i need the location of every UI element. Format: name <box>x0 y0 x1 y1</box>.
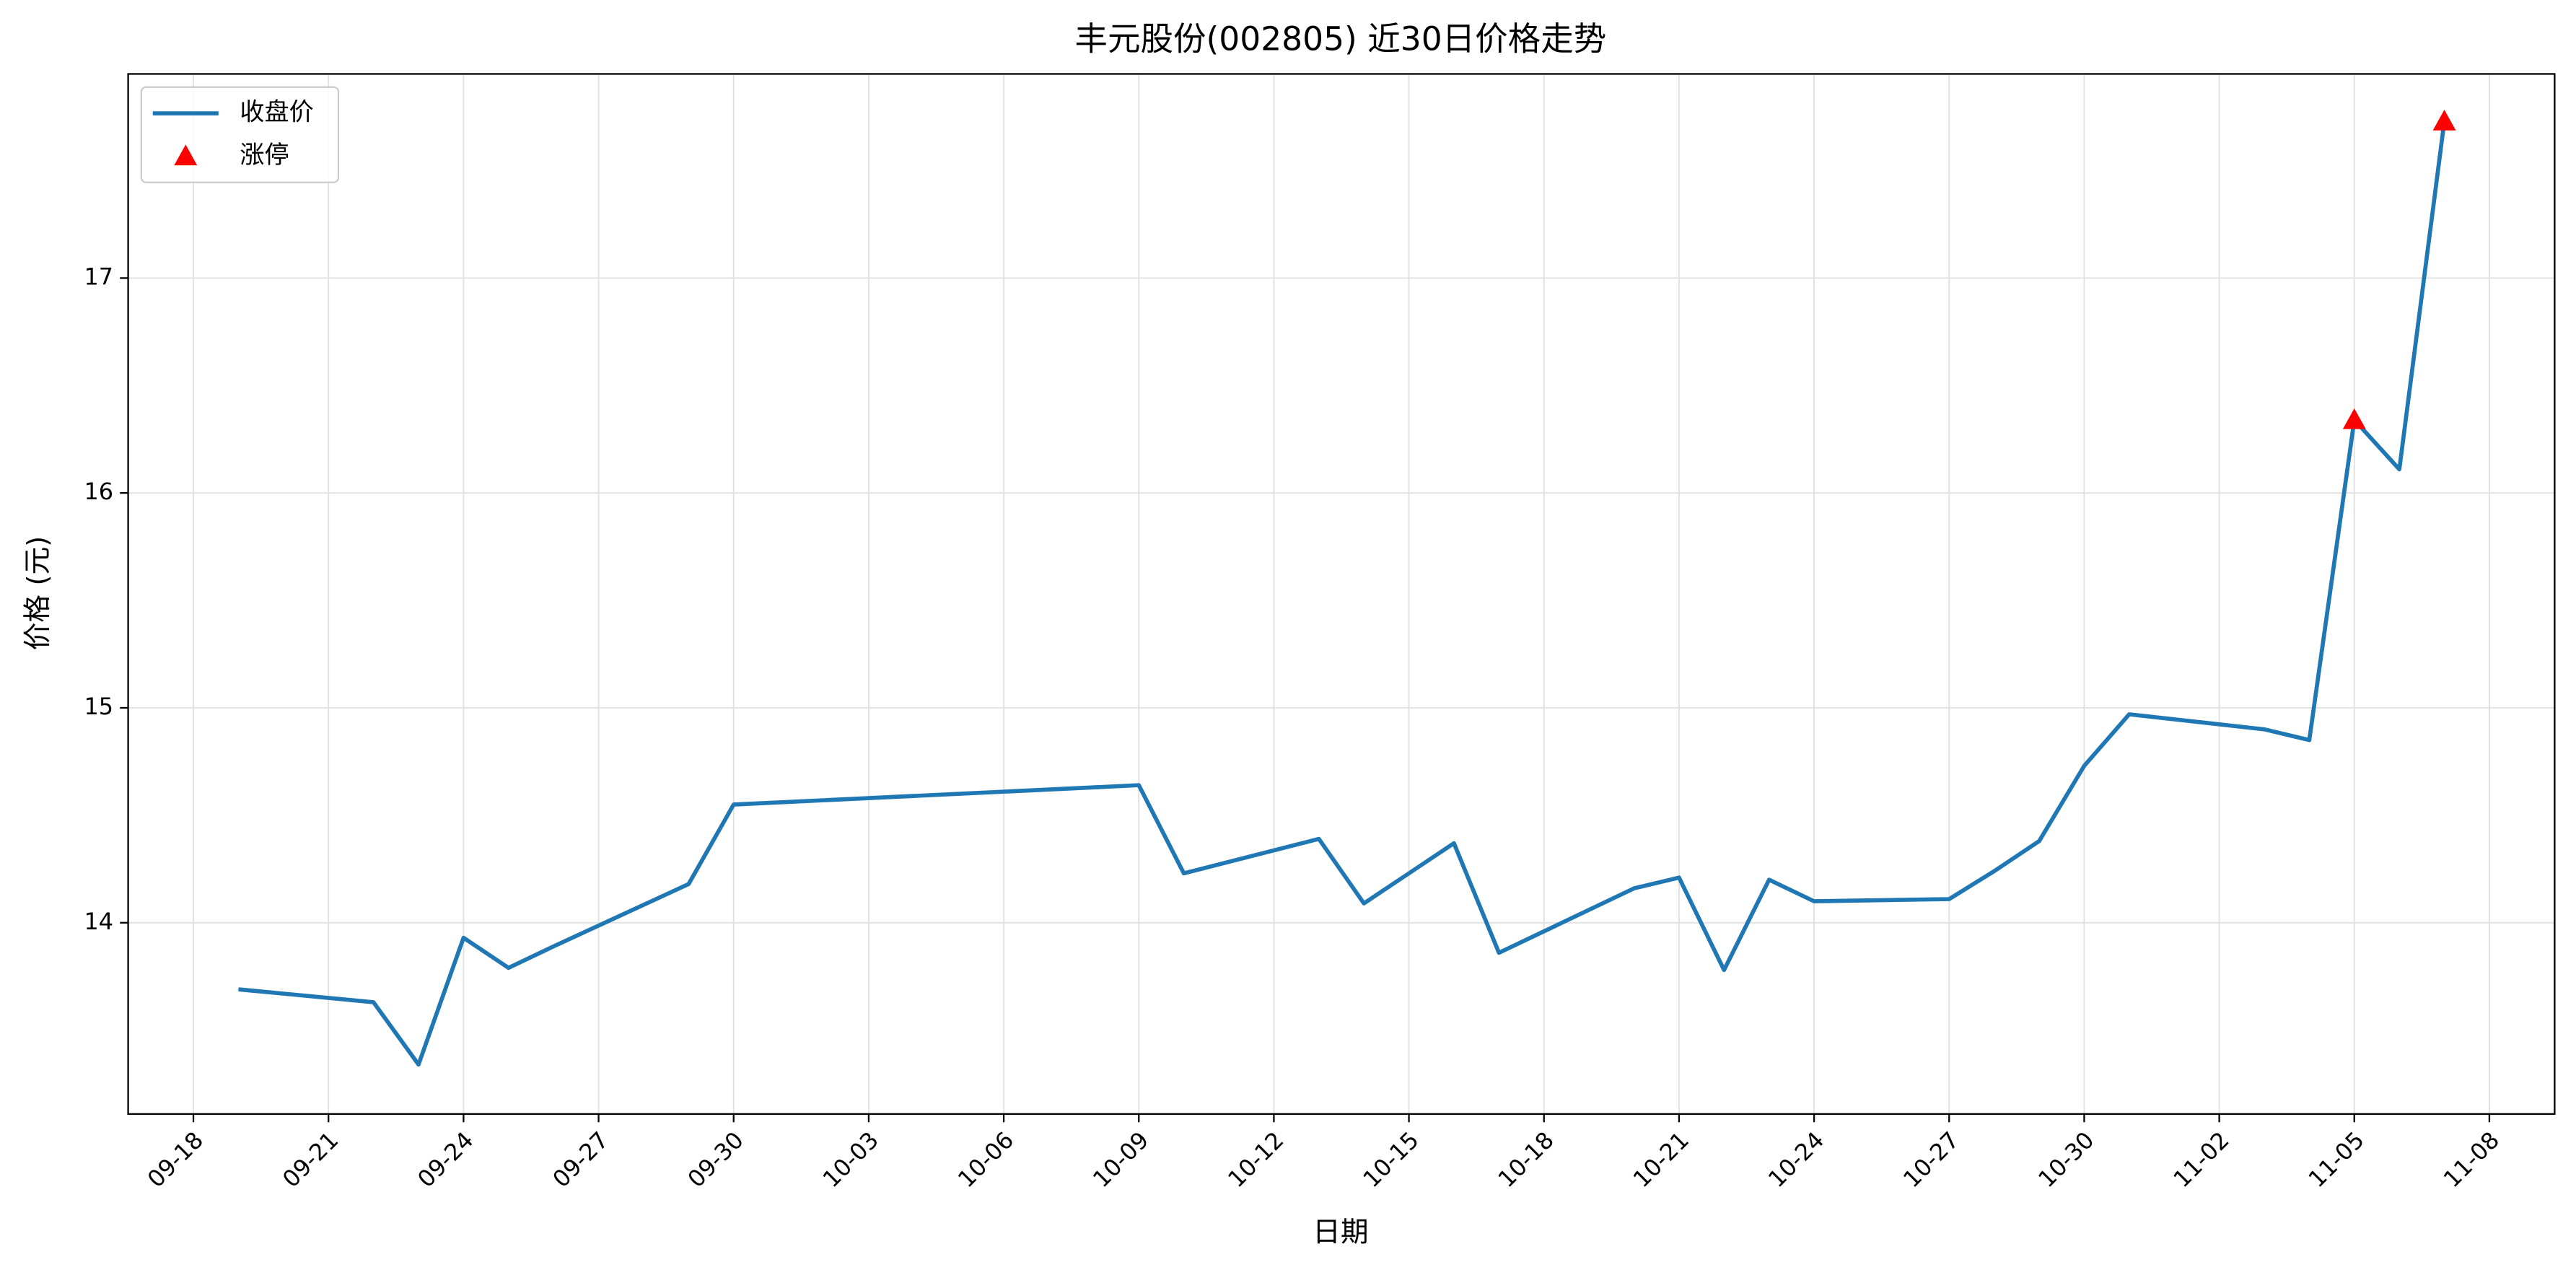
plot-frame <box>127 73 2556 1115</box>
legend-label: 涨停 <box>240 141 289 170</box>
y-axis-label: 价格 (元) <box>22 536 54 651</box>
y-tick-label: 17 <box>84 263 114 290</box>
price-line <box>238 121 2447 1067</box>
legend-swatch <box>174 144 198 166</box>
limit-up-marker <box>2342 408 2366 429</box>
chart-title: 丰元股份(002805) 近30日价格走势 <box>1074 19 1606 58</box>
y-tick-label: 14 <box>84 908 114 935</box>
x-axis-label: 日期 <box>1313 1217 1368 1249</box>
legend-label: 收盘价 <box>240 98 313 127</box>
y-tick-label: 16 <box>84 478 114 505</box>
y-tick-label: 15 <box>84 693 114 720</box>
limit-up-marker <box>2432 110 2456 131</box>
